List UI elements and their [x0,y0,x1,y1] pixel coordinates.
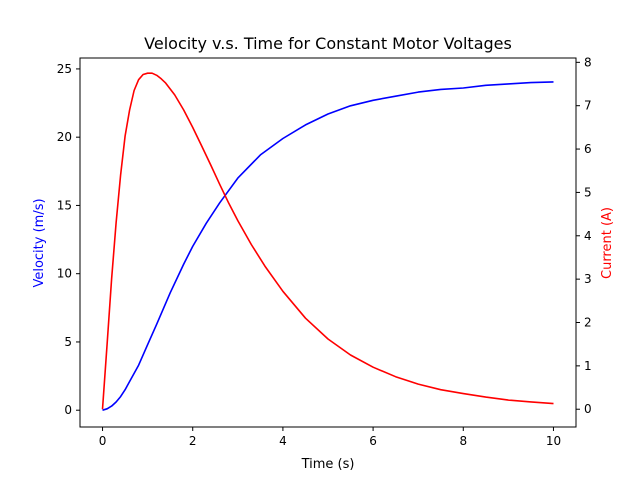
chart-title: Velocity v.s. Time for Constant Motor Vo… [144,34,512,53]
y-right-axis-label: Current (A) [600,207,615,279]
y-right-tick-label: 6 [584,142,592,156]
y-right-tick-label: 8 [584,55,592,69]
x-tick-label: 10 [546,434,561,448]
y-left-tick-label: 25 [57,62,72,76]
y-right-tick-label: 2 [584,316,592,330]
x-axis-ticks: 0 2 4 6 8 10 [99,427,561,448]
y-right-tick-label: 5 [584,185,592,199]
current-series-line [101,72,554,410]
x-tick-label: 4 [279,434,287,448]
y-left-tick-label: 10 [57,267,72,281]
x-tick-label: 6 [369,434,377,448]
y-left-tick-label: 20 [57,130,72,144]
y-right-axis-ticks: 0 1 2 3 4 5 6 7 8 [576,55,592,416]
y-right-tick-label: 7 [584,99,592,113]
velocity-series-line [102,81,554,411]
y-right-tick-label: 4 [584,229,592,243]
y-left-axis-label: Velocity (m/s) [32,198,47,287]
plot-area-frame [79,57,577,428]
y-left-tick-label: 5 [64,335,72,349]
y-left-axis-ticks: 0 5 10 15 20 25 [57,62,80,417]
y-left-tick-label: 15 [57,198,72,212]
x-axis-label: Time (s) [301,457,355,472]
series-layer [101,72,554,411]
y-right-tick-label: 0 [584,402,592,416]
y-left-tick-label: 0 [64,403,72,417]
x-tick-label: 8 [459,434,467,448]
x-tick-label: 2 [189,434,197,448]
y-right-tick-label: 3 [584,272,592,286]
x-tick-label: 0 [99,434,107,448]
y-right-tick-label: 1 [584,359,592,373]
